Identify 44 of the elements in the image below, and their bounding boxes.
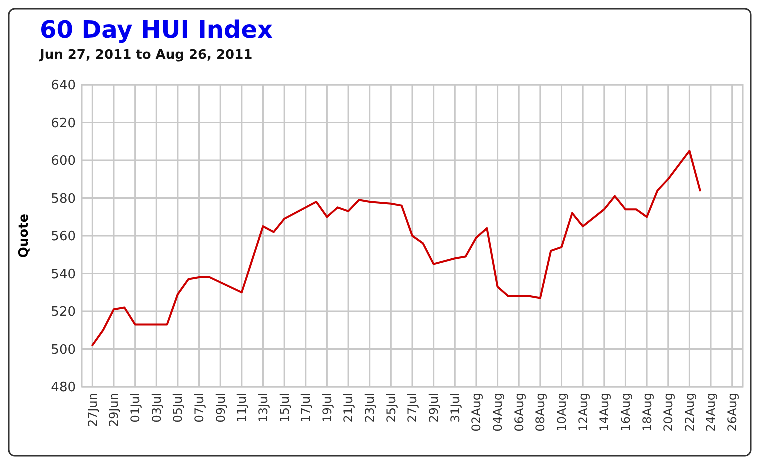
y-tick-label: 640 [51, 78, 76, 94]
y-tick-label: 620 [51, 116, 76, 132]
x-tick-label: 20Aug [662, 393, 676, 432]
x-tick-label: 27Jun [86, 393, 100, 428]
x-tick-label: 02Aug [470, 393, 484, 432]
x-tick-label: 31Jul [448, 393, 462, 423]
y-tick-label: 560 [51, 230, 76, 245]
y-tick-label: 480 [51, 380, 76, 396]
x-tick-label: 06Aug [512, 393, 526, 432]
x-tick-label: 22Aug [682, 393, 697, 432]
x-tick-label: 10Aug [554, 393, 569, 432]
x-tick-label: 29Jul [427, 393, 442, 423]
x-tick-label: 08Aug [534, 393, 548, 432]
x-tick-label: 14Aug [598, 393, 612, 432]
x-tick-label: 19Jul [320, 393, 334, 423]
x-tick-label: 25Jul [384, 393, 398, 423]
x-tick-label: 15Jul [278, 393, 292, 423]
x-tick-label: 24Aug [704, 393, 718, 432]
y-tick-label: 600 [51, 154, 76, 170]
x-tick-label: 27Jul [406, 393, 420, 423]
x-tick-label: 12Aug [576, 393, 590, 432]
line-series [92, 150, 702, 346]
x-tick-label: 26Aug [726, 393, 740, 432]
x-tick-label: 01Jul [128, 393, 143, 423]
x-tick-label: 16Aug [618, 393, 633, 432]
chart-title: 60 Day HUI Index [40, 16, 274, 44]
x-tick-label: 29Jun [107, 393, 122, 428]
x-tick-label: 21Jul [342, 393, 356, 423]
x-tick-label: 17Jul [299, 393, 314, 423]
x-tick-label: 03Jul [150, 393, 164, 423]
x-tick-label: 07Jul [192, 393, 206, 423]
x-tick-label: 23Jul [363, 393, 378, 423]
x-tick-label: 04Aug [490, 393, 505, 432]
chart-subtitle: Jun 27, 2011 to Aug 26, 2011 [39, 48, 253, 63]
x-tick-label: 05Jul [171, 393, 186, 423]
y-tick-label: 500 [51, 342, 76, 358]
y-tick-label: 540 [51, 267, 76, 282]
x-tick-label: 18Aug [640, 393, 654, 432]
y-axis-title: Quote [17, 214, 32, 258]
y-tick-label: 520 [51, 305, 76, 320]
y-tick-label: 580 [51, 192, 76, 207]
x-tick-label: 11Jul [235, 393, 250, 423]
x-tick-label: 13Jul [256, 393, 270, 423]
x-tick-label: 09Jul [214, 393, 228, 423]
